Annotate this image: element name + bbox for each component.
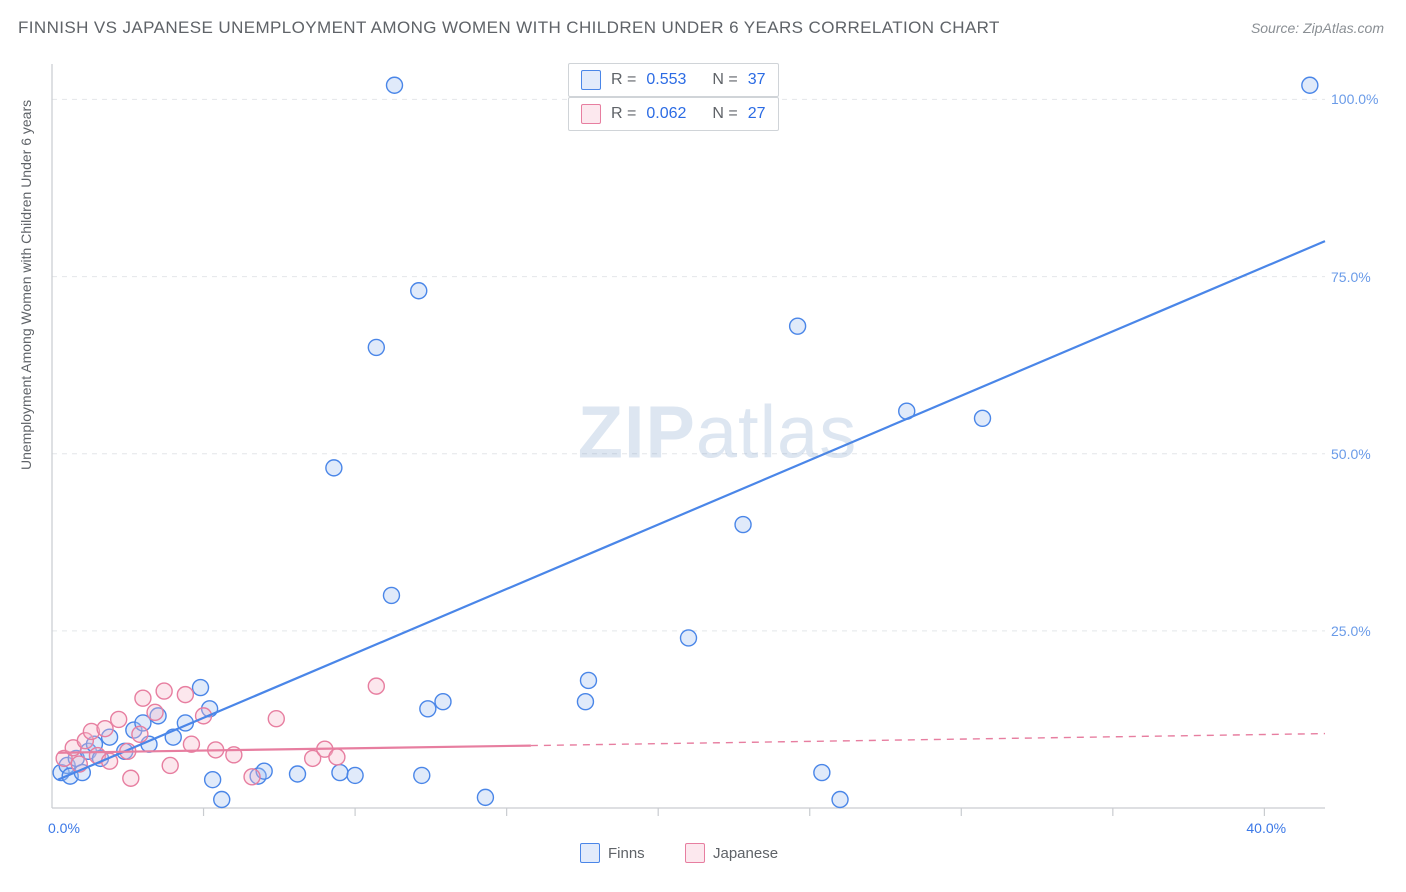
finns-point bbox=[193, 680, 209, 696]
n-label: N = bbox=[712, 71, 737, 89]
japanese-trendline-dashed bbox=[531, 734, 1325, 746]
source-name: ZipAtlas.com bbox=[1303, 20, 1384, 36]
finns-point bbox=[290, 766, 306, 782]
y-tick-label: 25.0% bbox=[1331, 623, 1371, 639]
japanese-stats-box: R = 0.062 N = 27 bbox=[568, 97, 779, 131]
chart-title: FINNISH VS JAPANESE UNEMPLOYMENT AMONG W… bbox=[18, 18, 1000, 38]
legend-label: Japanese bbox=[713, 845, 778, 862]
legend-label: Finns bbox=[608, 845, 645, 862]
source-prefix: Source: bbox=[1251, 20, 1303, 36]
finns-point bbox=[411, 283, 427, 299]
japanese-point bbox=[135, 690, 151, 706]
n-label: N = bbox=[712, 105, 737, 123]
y-tick-label: 50.0% bbox=[1331, 446, 1371, 462]
finns-point bbox=[832, 791, 848, 807]
source-attribution: Source: ZipAtlas.com bbox=[1251, 20, 1384, 36]
finns-point bbox=[347, 767, 363, 783]
n-value: 37 bbox=[748, 71, 766, 89]
japanese-point bbox=[156, 683, 172, 699]
japanese-point bbox=[177, 687, 193, 703]
finns-point bbox=[414, 767, 430, 783]
japanese-point bbox=[268, 711, 284, 727]
finns-point bbox=[383, 587, 399, 603]
finns-trendline bbox=[58, 241, 1325, 780]
finns-stats-box: R = 0.553 N = 37 bbox=[568, 63, 779, 97]
finns-point bbox=[332, 765, 348, 781]
finns-point bbox=[1302, 77, 1318, 93]
finns-swatch-icon bbox=[581, 70, 601, 90]
japanese-point bbox=[368, 678, 384, 694]
chart-svg bbox=[50, 58, 1385, 838]
scatter-plot-area: ZIPatlas bbox=[50, 58, 1385, 838]
finns-point bbox=[790, 318, 806, 334]
finns-point bbox=[577, 694, 593, 710]
japanese-swatch-icon bbox=[581, 104, 601, 124]
finns-legend-swatch-icon bbox=[580, 843, 600, 863]
finns-point bbox=[214, 791, 230, 807]
r-label: R = bbox=[611, 71, 636, 89]
finns-point bbox=[580, 672, 596, 688]
japanese-point bbox=[132, 726, 148, 742]
y-axis-label: Unemployment Among Women with Children U… bbox=[18, 100, 34, 470]
y-tick-label: 100.0% bbox=[1331, 91, 1378, 107]
finns-point bbox=[477, 789, 493, 805]
japanese-legend-item: Japanese bbox=[685, 843, 778, 863]
r-value: 0.062 bbox=[646, 105, 686, 123]
x-tick-label: 0.0% bbox=[48, 820, 80, 836]
finns-point bbox=[368, 339, 384, 355]
r-value: 0.553 bbox=[646, 71, 686, 89]
finns-point bbox=[205, 772, 221, 788]
y-tick-label: 75.0% bbox=[1331, 269, 1371, 285]
finns-point bbox=[420, 701, 436, 717]
japanese-legend-swatch-icon bbox=[685, 843, 705, 863]
japanese-point bbox=[147, 704, 163, 720]
japanese-point bbox=[329, 749, 345, 765]
finns-point bbox=[386, 77, 402, 93]
japanese-point bbox=[111, 711, 127, 727]
finns-point bbox=[975, 410, 991, 426]
finns-point bbox=[735, 517, 751, 533]
x-tick-label: 40.0% bbox=[1246, 820, 1286, 836]
finns-point bbox=[435, 694, 451, 710]
finns-point bbox=[326, 460, 342, 476]
r-label: R = bbox=[611, 105, 636, 123]
n-value: 27 bbox=[748, 105, 766, 123]
japanese-point bbox=[244, 769, 260, 785]
japanese-point bbox=[123, 770, 139, 786]
finns-point bbox=[681, 630, 697, 646]
finns-legend-item: Finns bbox=[580, 843, 645, 863]
japanese-point bbox=[162, 757, 178, 773]
finns-point bbox=[814, 765, 830, 781]
japanese-point bbox=[97, 721, 113, 737]
